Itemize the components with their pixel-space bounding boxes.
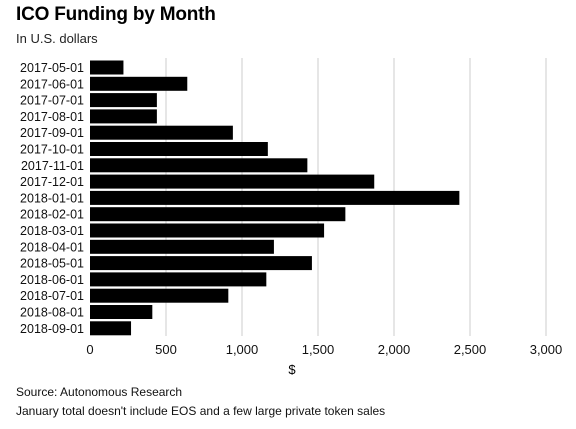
chart-subtitle: In U.S. dollars — [16, 31, 98, 46]
bar — [90, 272, 267, 287]
x-tick-label: 3,000 — [530, 342, 563, 357]
x-tick-label: 2,500 — [454, 342, 487, 357]
chart-title: ICO Funding by Month — [16, 4, 216, 25]
bar — [90, 239, 274, 254]
x-tick-label: 1,500 — [302, 342, 335, 357]
category-label: 2018-09-01 — [20, 322, 84, 336]
category-label: 2017-06-01 — [20, 77, 84, 91]
category-label: 2017-12-01 — [20, 175, 84, 189]
bar — [90, 207, 346, 222]
bar — [90, 305, 153, 319]
bar — [90, 256, 312, 271]
bar — [90, 76, 188, 91]
x-tick-label: 500 — [155, 342, 177, 357]
bar — [90, 174, 375, 189]
source-note: Source: Autonomous Research — [16, 385, 183, 399]
bar — [90, 109, 157, 124]
category-label: 2018-06-01 — [20, 273, 84, 287]
category-label: 2018-04-01 — [20, 240, 84, 254]
category-label: 2017-07-01 — [20, 94, 84, 108]
category-label: 2017-08-01 — [20, 110, 84, 124]
category-label: 2018-05-01 — [20, 257, 84, 271]
bar — [90, 158, 308, 173]
category-label: 2017-05-01 — [20, 61, 84, 75]
category-label: 2018-08-01 — [20, 306, 84, 320]
x-tick-label: 1,000 — [226, 342, 259, 357]
footnote: January total doesn't include EOS and a … — [16, 404, 386, 418]
category-label: 2017-11-01 — [21, 159, 84, 173]
bar — [90, 321, 132, 336]
category-label: 2018-07-01 — [20, 289, 84, 303]
bar — [90, 60, 124, 75]
category-label: 2018-03-01 — [20, 224, 84, 238]
x-axis-label: $ — [288, 362, 296, 377]
x-tick-label: 2,000 — [378, 342, 411, 357]
category-label: 2017-09-01 — [20, 126, 84, 140]
category-labels: 2017-05-01 2017-06-01 2017-07-01 2017-08-01… — [20, 61, 84, 336]
x-tick-labels: 0 500 1,000 1,500 2,000 2,500 3,000 — [86, 342, 562, 357]
bars — [90, 60, 460, 336]
bar — [90, 223, 325, 238]
bar — [90, 190, 460, 205]
bar — [90, 142, 268, 156]
category-label: 2018-02-01 — [20, 208, 84, 222]
category-label: 2017-10-01 — [20, 143, 84, 157]
bar — [90, 93, 157, 108]
x-tick-label: 0 — [86, 342, 93, 357]
bar — [90, 125, 233, 140]
bar — [90, 288, 229, 303]
category-label: 2018-01-01 — [20, 191, 84, 205]
